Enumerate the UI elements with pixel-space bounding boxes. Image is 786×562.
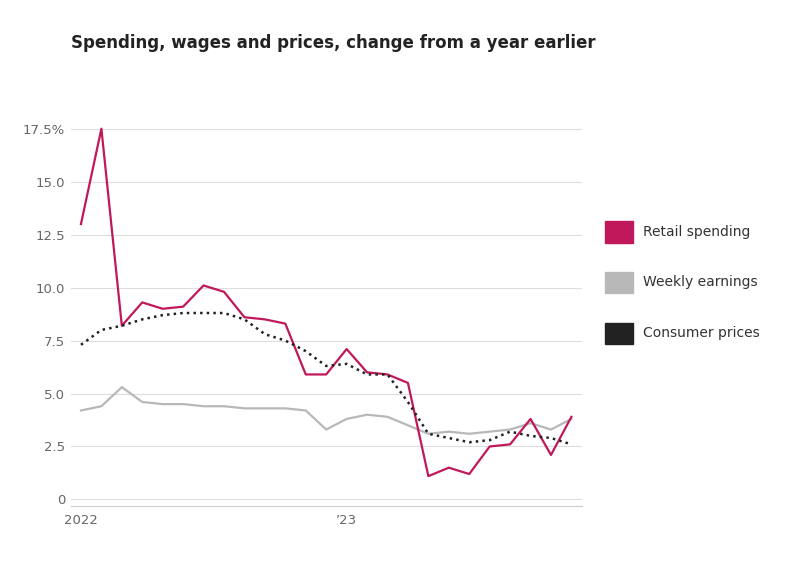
Text: Consumer prices: Consumer prices bbox=[643, 326, 760, 339]
Text: Retail spending: Retail spending bbox=[643, 225, 751, 238]
Text: Spending, wages and prices, change from a year earlier: Spending, wages and prices, change from … bbox=[71, 34, 595, 52]
Text: Weekly earnings: Weekly earnings bbox=[643, 275, 758, 289]
